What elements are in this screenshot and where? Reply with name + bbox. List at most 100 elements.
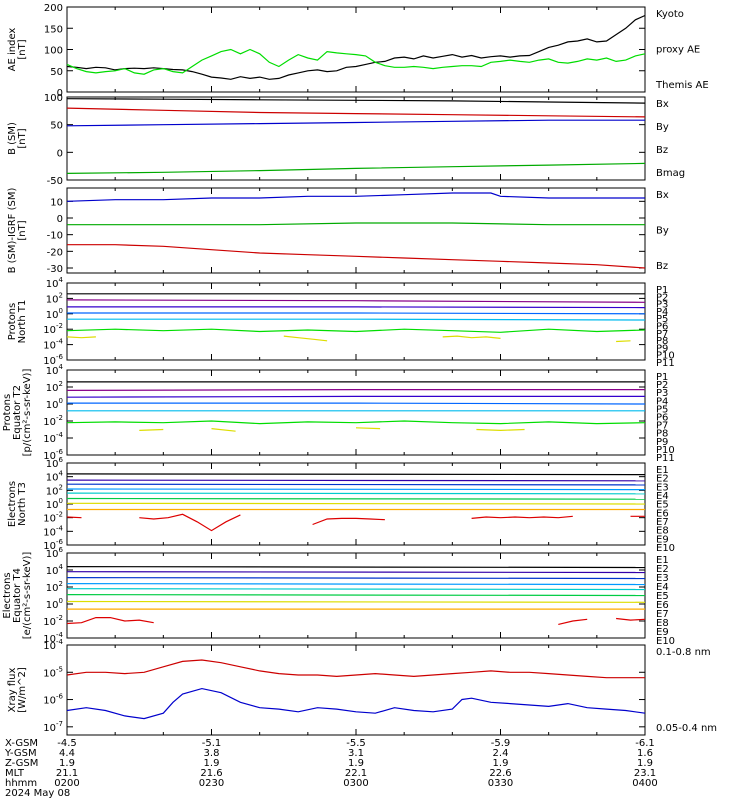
x-axis-row-value: 0400 [632,778,657,789]
legend-entry-ae: proxy AE [656,45,700,56]
legend-entry-electrons-north: E2 [656,474,669,485]
legend-entry-xray: 0.05-0.4 nm [656,723,717,734]
y-tick-label-bigrf: -10 [47,231,63,242]
series-line-bigrf-by [67,222,645,226]
series-line-bsm-bmag [66,98,646,104]
y-tick-label-protons-equator: 104 [46,363,64,377]
y-axis-label-protons-equator: Equator T2 [12,385,23,440]
legend-entry-electrons-north: E3 [656,482,669,493]
x-axis-row-value: 1.9 [493,758,509,769]
legend-entry-protons-equator: P7 [656,421,668,432]
series-line-electrons-north-e7 [66,502,646,505]
x-axis-row-value: 2.4 [493,748,509,759]
series-line-electrons-north-e4 [66,488,646,491]
legend-entry-protons-equator: P9 [656,437,668,448]
series-line-protons-equator-p2 [66,389,645,391]
x-axis-row-value: 1.9 [348,758,364,769]
x-axis-row-label: hhmm [5,778,37,789]
legend-entry-protons-north: P11 [656,358,675,369]
series-line-protons-north-p3 [67,306,646,309]
x-axis-row-value: 1.9 [59,758,75,769]
x-axis-row-label: X-GSM [5,738,38,749]
series-line-xray-0-05-0-4-nm [66,687,646,720]
y-axis-label-ae: AE index [7,28,18,72]
legend-entry-protons-equator: P11 [656,453,675,464]
y-tick-label-electrons-equator: 10-2 [43,614,63,628]
x-axis-row-label: Y-GSM [4,748,37,759]
series-line-protons-north-p5 [67,318,646,321]
series-line-bigrf-bz [67,244,646,269]
y-tick-label-electrons-equator: 100 [46,597,63,611]
x-axis-row-value: 0300 [343,778,368,789]
legend-entry-protons-equator: P2 [656,380,668,391]
series-line-electrons-north-e6 [66,497,646,500]
legend-entry-bigrf: By [656,226,669,237]
series-line-electrons-north-e9 [66,513,645,532]
panel-frame-protons-equator [66,369,646,456]
legend-entry-electrons-north: E10 [656,543,675,554]
x-axis-row-value: 23.1 [634,768,656,779]
y-axis-label-protons-north: Protons [7,303,18,340]
series-line-electrons-north-e1 [66,473,646,476]
series-line-electrons-north-e3 [66,483,646,486]
series-line-electrons-equator-e6 [66,594,646,597]
y-tick-label-electrons-equator: 104 [46,563,64,577]
series-line-xray-0-1-0-8-nm [66,659,645,679]
series-line-bsm-bz [66,107,646,118]
legend-entry-electrons-north: E5 [656,500,669,511]
x-axis-row-value: -5.9 [491,738,511,749]
y-tick-label-protons-north: 100 [46,307,63,321]
series-line-bigrf-bx [66,192,645,202]
y-axis-label-bigrf: [nT] [17,220,28,240]
y-tick-label-protons-north: 104 [46,276,64,290]
y-tick-label-bsm: 100 [44,93,63,104]
series-line-electrons-equator-e4 [66,583,646,586]
series-line-protons-equator-p7 [139,427,525,432]
y-tick-label-electrons-north: 102 [46,483,63,497]
x-axis-row-value: 1.9 [204,758,220,769]
y-axis-label-electrons-equator: Electrons [2,572,13,618]
series-line-electrons-equator-e9 [66,617,646,625]
series-line-electrons-equator-e1 [66,566,646,569]
y-tick-label-xray: 10-4 [43,638,63,652]
legend-entry-protons-north: P10 [656,351,675,362]
panel-frame-ae [66,6,646,93]
legend-entry-electrons-equator: E7 [656,609,669,620]
legend-entry-electrons-equator: E2 [656,564,669,575]
legend-entry-ae: Themis AE [655,80,709,91]
y-tick-label-protons-equator: 10-2 [43,414,63,428]
y-tick-label-electrons-equator: 102 [46,580,63,594]
legend-entry-protons-north: P5 [656,314,668,325]
legend-entry-protons-north: P7 [656,329,668,340]
y-tick-label-xray: 10-7 [43,720,63,734]
legend-entry-bsm: By [656,122,669,133]
legend-entry-electrons-north: E1 [656,465,669,476]
y-axis-label-protons-north: North T1 [17,300,28,344]
series-line-protons-north-p6 [66,328,646,333]
legend-entry-protons-equator: P1 [656,372,668,383]
series-line-electrons-equator-e2 [66,571,646,574]
y-tick-label-xray: 10-6 [43,693,63,707]
legend-entry-protons-north: P9 [656,343,668,354]
y-axis-label-electrons-equator: [e/(cm²-s-sr-keV)] [22,552,33,640]
panel-frame-bsm [66,96,646,181]
y-tick-label-bigrf: 10 [50,197,63,208]
y-tick-label-bsm: 0 [57,148,63,159]
legend-entry-protons-north: P2 [656,292,668,303]
y-tick-label-electrons-equator: 106 [46,546,64,560]
x-axis-row-value: 22.1 [345,768,367,779]
legend-entry-protons-equator: P10 [656,445,675,456]
date-label: 2024 May 08 [5,788,70,799]
x-axis-row-value: 21.6 [200,768,222,779]
y-tick-label-electrons-north: 104 [46,470,64,484]
y-tick-label-protons-north: 10-2 [43,322,63,336]
legend-entry-xray: 0.1-0.8 nm [656,647,711,658]
legend-entry-protons-north: P3 [656,300,668,311]
panel-frame-bigrf [66,187,646,274]
legend-entry-electrons-equator: E8 [656,618,669,629]
legend-entry-electrons-equator: E3 [656,573,669,584]
legend-entry-electrons-equator: E9 [656,627,669,638]
legend-entry-protons-equator: P8 [656,429,668,440]
legend-entry-electrons-equator: E6 [656,600,669,611]
y-tick-label-xray: 10-5 [43,665,63,679]
